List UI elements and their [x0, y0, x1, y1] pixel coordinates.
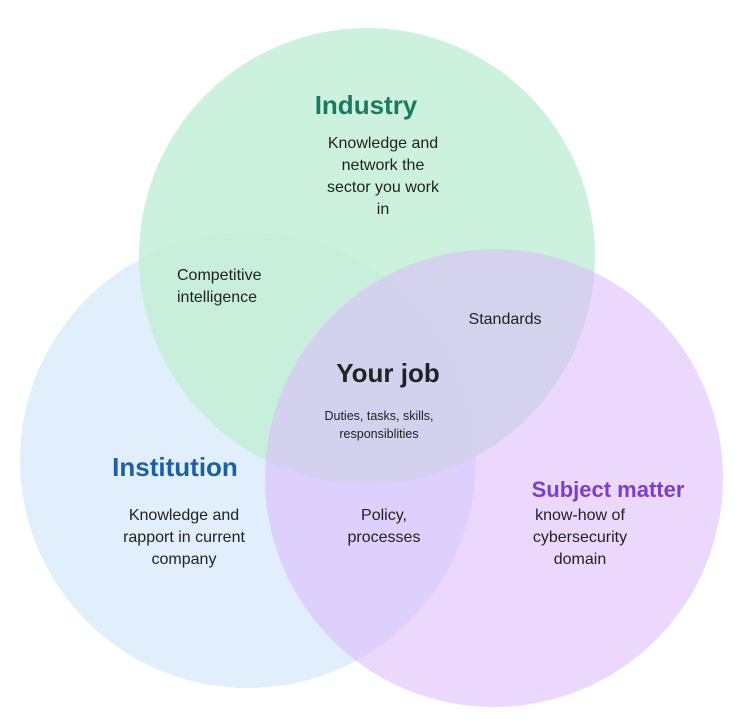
- industry-title: Industry: [314, 90, 418, 120]
- subject-desc-line: know-how of: [535, 507, 625, 524]
- industry-description: Knowledge and network the sector you wor…: [298, 133, 468, 221]
- industry-desc-line: Knowledge and: [327, 135, 439, 152]
- subject-circle: [265, 249, 723, 707]
- industry-desc-line: network the: [341, 157, 425, 174]
- your-job-description: Duties, tasks, skills, responsiblities: [299, 407, 459, 443]
- overlap-line: processes: [347, 529, 421, 546]
- overlap-line: Policy,: [361, 507, 407, 524]
- institution-description: Knowledge and rapport in current company: [99, 505, 269, 571]
- subject-desc-line: cybersecurity: [532, 529, 628, 546]
- institution-title: Institution: [112, 452, 238, 482]
- overlap-line: Competitive: [177, 267, 262, 284]
- subject-matter-title: Subject matter: [531, 477, 685, 502]
- institution-desc-line: company: [151, 551, 217, 568]
- industry-desc-line: in: [376, 201, 390, 218]
- standards-label: Standards: [468, 311, 542, 328]
- institution-desc-line: Knowledge and: [128, 507, 240, 524]
- competitive-intelligence-label: Competitive intelligence: [177, 265, 261, 309]
- your-job-title: Your job: [336, 358, 440, 388]
- industry-desc-line: sector you work: [326, 179, 440, 196]
- your-job-desc-line: responsiblities: [339, 427, 419, 441]
- subject-desc-line: domain: [553, 551, 607, 568]
- overlap-line: intelligence: [177, 289, 258, 306]
- subject-matter-description: know-how of cybersecurity domain: [510, 505, 650, 571]
- institution-desc-line: rapport in current: [123, 529, 245, 546]
- policy-processes-label: Policy, processes: [324, 505, 444, 549]
- your-job-desc-line: Duties, tasks, skills,: [324, 409, 434, 423]
